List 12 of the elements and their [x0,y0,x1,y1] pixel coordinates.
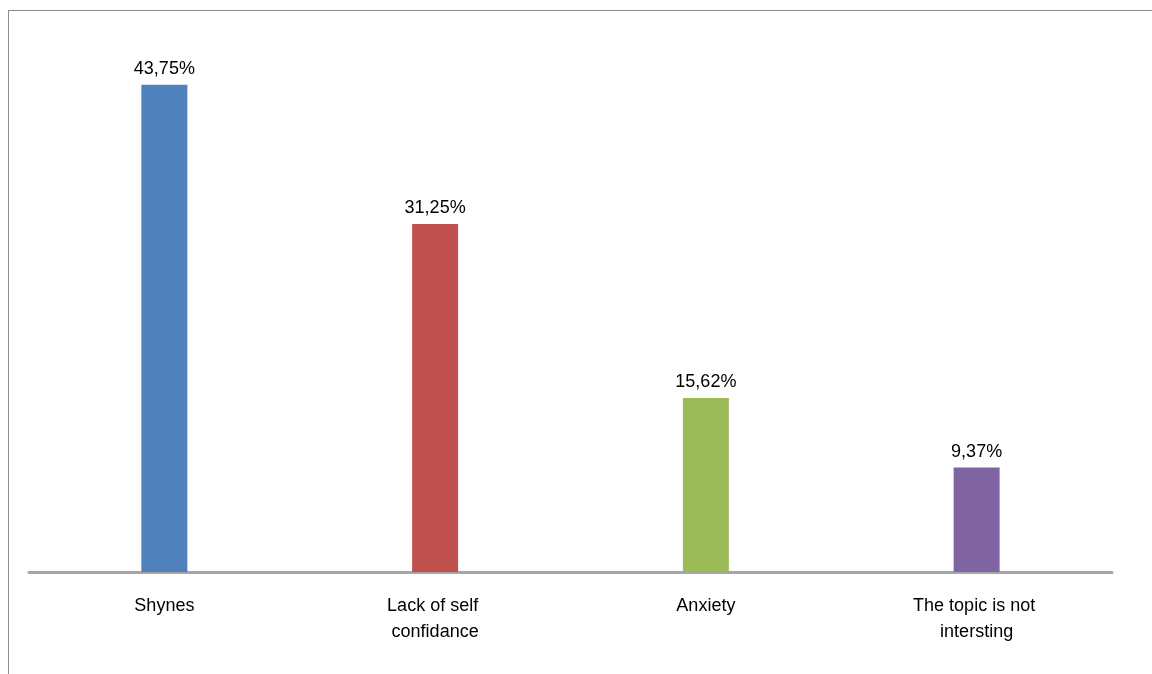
bar [141,84,188,572]
bar [412,223,459,572]
data-label: 9,37% [951,440,1003,461]
bar [953,467,1000,572]
data-label: 15,62% [675,370,737,391]
data-label: 31,25% [404,196,466,217]
data-label: 43,75% [133,57,195,78]
x-tick-label: Shynes [134,595,195,615]
x-tick-label: The topic is not intersting [913,595,1041,641]
bar [682,397,729,572]
x-tick-label: Anxiety [676,595,736,615]
x-tick-label: Lack of self confidance [387,595,484,641]
